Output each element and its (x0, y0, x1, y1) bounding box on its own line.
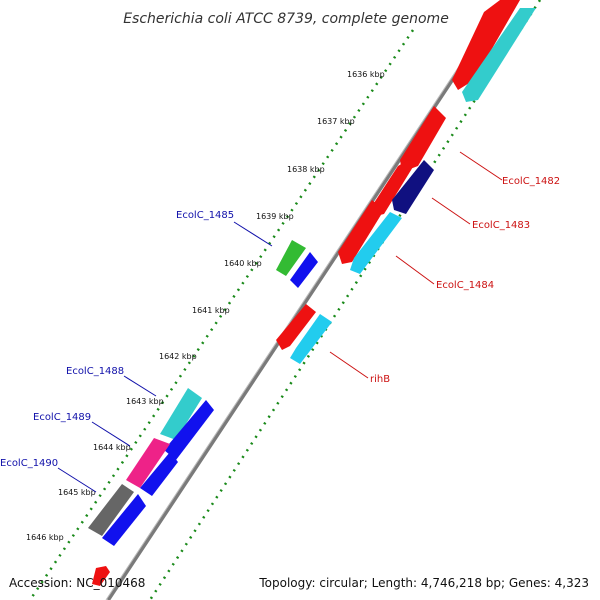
gene-rihb[interactable] (276, 304, 316, 350)
callout-line (233, 221, 273, 247)
tick-label: 1640 kbp (224, 259, 262, 268)
tick-label: 1636 kbp (347, 70, 385, 79)
gene-skyblue-2[interactable] (290, 314, 332, 364)
tick-label: 1639 kbp (256, 212, 294, 221)
gene-inner-cyan-1[interactable] (462, 8, 536, 102)
gene-bottom-red[interactable] (92, 566, 110, 586)
genome-backbone (106, 0, 507, 600)
gene-ecolc-1482[interactable] (400, 106, 446, 172)
genome-backbone-highlight (105, 0, 504, 600)
gene-label-rihb[interactable]: rihB (370, 374, 390, 385)
tick-label: 1645 kbp (58, 488, 96, 497)
tick-label: 1646 kbp (26, 533, 64, 542)
gene-ecolc-1489[interactable] (126, 438, 170, 488)
gene-label-ecolc-1489[interactable]: EcolC_1489 (33, 412, 91, 423)
accession-text: Accession: NC_010468 (9, 576, 146, 590)
callout-line (57, 467, 97, 493)
map-title: Escherichia coli ATCC 8739, complete gen… (123, 11, 449, 27)
ruler-dotted-line (28, 29, 415, 600)
gene-label-ecolc-1484[interactable]: EcolC_1484 (436, 280, 494, 291)
gene-ecolc-1483[interactable] (392, 160, 434, 214)
gene-label-ecolc-1490[interactable]: EcolC_1490 (0, 458, 58, 469)
topology-text: Topology: circular; Length: 4,746,218 bp… (259, 576, 589, 590)
gene-skyblue-1[interactable] (350, 212, 402, 274)
callout-line (431, 197, 471, 225)
gene-blue-2[interactable] (164, 400, 214, 460)
tick-label: 1641 kbp (192, 306, 230, 315)
callout-line (123, 375, 157, 397)
gene-blue-1[interactable] (290, 252, 318, 288)
gene-outer-red-1[interactable] (452, 0, 520, 90)
tick-label: 1642 kbp (159, 352, 197, 361)
gene-ecolc-1484[interactable] (338, 200, 384, 264)
tick-label: 1644 kbp (93, 443, 131, 452)
callout-line (329, 351, 369, 379)
tick-label: 1643 kbp (126, 397, 164, 406)
gene-ecolc-1490[interactable] (88, 484, 134, 536)
callout-line (395, 255, 435, 285)
gene-label-ecolc-1488[interactable]: EcolC_1488 (66, 366, 124, 377)
gene-label-ecolc-1485[interactable]: EcolC_1485 (176, 210, 234, 221)
gene-outer-red-2[interactable] (372, 160, 416, 216)
gene-blue-4[interactable] (102, 494, 146, 546)
gene-blue-3[interactable] (140, 452, 178, 496)
callout-line (459, 151, 503, 181)
tick-label: 1638 kbp (287, 165, 325, 174)
callout-line (91, 421, 131, 447)
gene-label-ecolc-1482[interactable]: EcolC_1482 (502, 176, 560, 187)
gene-ecolc-1488[interactable] (160, 388, 202, 440)
tick-label: 1637 kbp (317, 117, 355, 126)
gene-ecolc-1485[interactable] (276, 240, 306, 276)
gene-label-ecolc-1483[interactable]: EcolC_1483 (472, 220, 530, 231)
